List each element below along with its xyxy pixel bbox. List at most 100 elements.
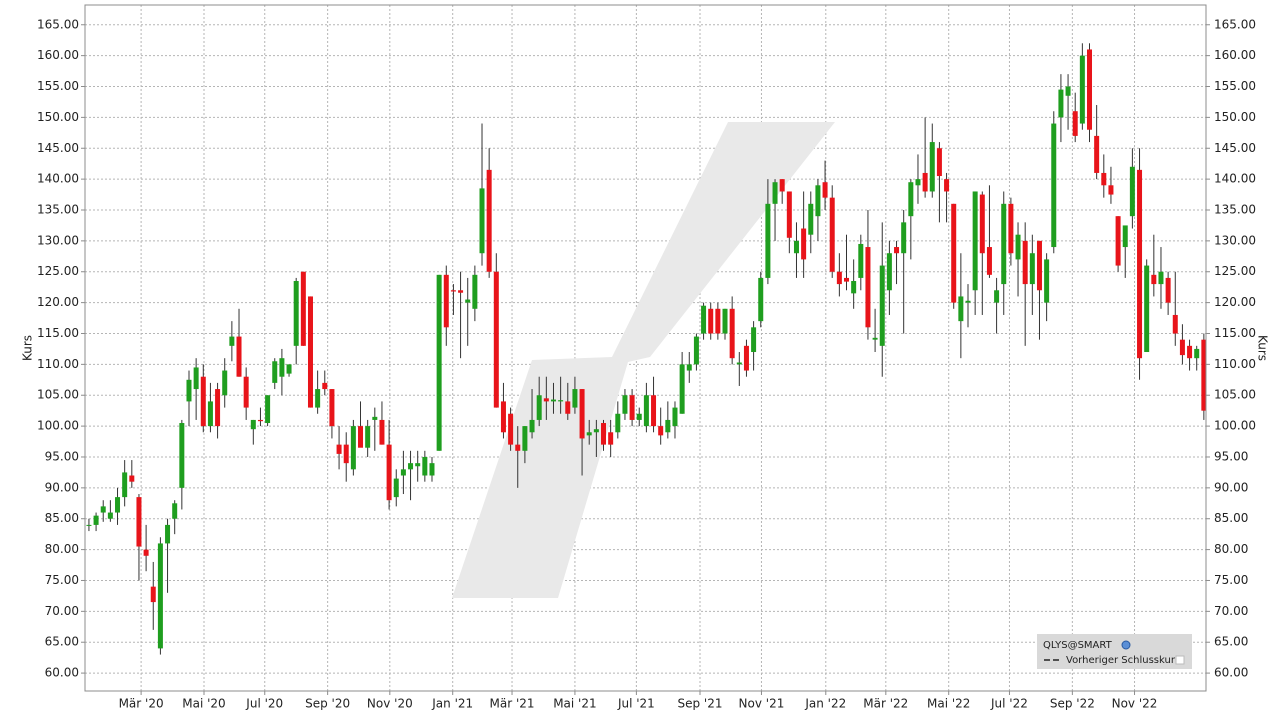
candle-body — [143, 549, 149, 556]
candle-body — [586, 432, 592, 436]
x-tick-label: Sep '20 — [305, 697, 350, 711]
candle-body — [207, 401, 213, 427]
candle-body — [386, 444, 392, 501]
y2-tick-label: 125.00 — [1214, 264, 1256, 278]
candle-body — [1001, 203, 1007, 285]
candle-body — [1015, 234, 1021, 260]
candle-body — [329, 389, 335, 427]
legend-symbol: QLYS@SMART — [1043, 640, 1113, 651]
candle-body — [322, 382, 328, 390]
y-tick-label: 60.00 — [45, 666, 79, 680]
candle-body — [1129, 166, 1135, 217]
legend-label: Vorheriger Schlusskurs — [1066, 655, 1180, 666]
candle-body — [901, 222, 907, 254]
candle-body — [343, 444, 349, 464]
candle-body — [822, 182, 828, 198]
candle-body — [801, 228, 807, 260]
candle-body — [601, 423, 607, 445]
candle-body — [336, 444, 342, 454]
y-tick-label: 95.00 — [45, 449, 79, 463]
candle-body — [715, 308, 721, 334]
candle-body — [1058, 89, 1064, 118]
globe-icon — [1121, 640, 1131, 650]
candle-body — [436, 274, 442, 451]
candle-body — [493, 271, 499, 408]
y2-tick-label: 60.00 — [1214, 666, 1248, 680]
candle-body — [936, 148, 942, 177]
y2-tick-label: 160.00 — [1214, 48, 1256, 62]
candle-body — [243, 376, 249, 408]
candle-body — [1101, 172, 1107, 186]
candle-body — [458, 290, 464, 293]
candle-body — [257, 419, 263, 422]
candle-body — [1165, 277, 1171, 303]
y2-tick-label: 65.00 — [1214, 635, 1248, 649]
candle-body — [350, 426, 356, 470]
candle-body — [872, 337, 878, 340]
candle-body — [1201, 339, 1207, 411]
watermark — [452, 122, 835, 598]
candle-body — [958, 296, 964, 322]
x-tick-label: Mai '22 — [927, 697, 970, 711]
y2-tick-label: 75.00 — [1214, 573, 1248, 587]
y2-tick-label: 100.00 — [1214, 419, 1256, 433]
candle-body — [1022, 240, 1028, 285]
candle-body — [593, 429, 599, 433]
legend-checkbox[interactable] — [1175, 655, 1185, 665]
candle-body — [500, 401, 506, 433]
candle-body — [100, 506, 106, 513]
x-tick-label: Jul '20 — [245, 697, 283, 711]
y2-tick-label: 80.00 — [1214, 542, 1248, 556]
y2-tick-label: 120.00 — [1214, 295, 1256, 309]
candle-body — [908, 182, 914, 217]
candle-body — [529, 419, 535, 433]
y2-tick-label: 150.00 — [1214, 110, 1256, 124]
candle-body — [1108, 185, 1114, 195]
y-tick-label: 70.00 — [45, 604, 79, 618]
candle-body — [372, 416, 378, 420]
candle-body — [465, 299, 471, 303]
candle-body — [1008, 203, 1014, 254]
candle-body — [772, 182, 778, 204]
candle-body — [358, 426, 364, 448]
candle-body — [879, 265, 885, 346]
candle-body — [986, 247, 992, 275]
candle-body — [293, 281, 299, 346]
candle-body — [265, 395, 271, 424]
candle-body — [272, 361, 278, 383]
candle-body — [150, 586, 156, 603]
candle-body — [979, 194, 985, 254]
candle-body — [629, 395, 635, 420]
candle-body — [193, 367, 199, 390]
candle-body — [429, 463, 435, 476]
candle-body — [693, 336, 699, 365]
candle-body — [450, 290, 456, 292]
legend-box — [1037, 634, 1192, 669]
candle-body — [1122, 225, 1128, 248]
candle-body — [479, 188, 485, 254]
x-tick-label: Mär '20 — [119, 697, 164, 711]
y2-tick-label: 155.00 — [1214, 79, 1256, 93]
candle-body — [443, 274, 449, 328]
candle-body — [665, 419, 671, 433]
y2-tick-label: 110.00 — [1214, 357, 1256, 371]
y-tick-label: 100.00 — [37, 419, 79, 433]
y2-tick-label: 165.00 — [1214, 17, 1256, 31]
candle-body — [951, 203, 957, 303]
candle-body — [1187, 345, 1193, 359]
candle-body — [515, 444, 521, 451]
candle-body — [422, 456, 428, 476]
y-tick-label: 90.00 — [45, 480, 79, 494]
x-tick-label: Mär '22 — [863, 697, 908, 711]
candle-body — [1029, 253, 1035, 285]
x-tick-label: Jan '21 — [431, 697, 473, 711]
candle-body — [1137, 169, 1143, 359]
candles — [86, 43, 1207, 655]
candle-body — [1065, 86, 1071, 96]
candle-body — [393, 478, 399, 498]
candle-body — [222, 370, 228, 396]
candle-body — [165, 524, 171, 544]
candle-body — [122, 472, 128, 498]
y-tick-label: 160.00 — [37, 48, 79, 62]
